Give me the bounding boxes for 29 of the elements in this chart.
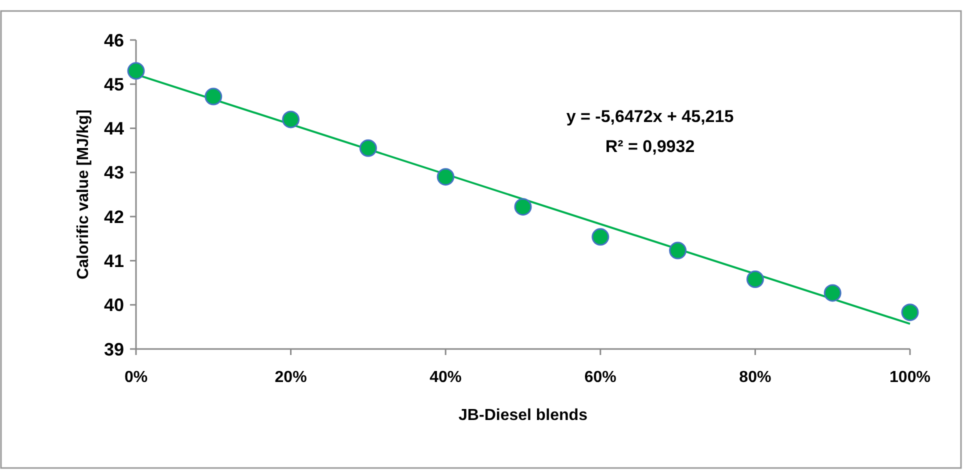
point xyxy=(669,242,687,260)
y-tick-label: 39 xyxy=(104,339,124,360)
x-tick-label: 60% xyxy=(584,369,616,386)
point xyxy=(127,62,145,80)
y-tick-label: 40 xyxy=(104,295,124,316)
point xyxy=(592,228,610,246)
point xyxy=(359,139,377,157)
point xyxy=(746,270,764,288)
x-tick-label: 20% xyxy=(274,369,307,386)
y-tick-label: 45 xyxy=(104,74,124,94)
point xyxy=(824,284,842,302)
x-tick-label: 0% xyxy=(124,369,148,386)
x-tick-label: 40% xyxy=(430,369,462,386)
y-tick-label: 44 xyxy=(104,118,124,139)
x-tick-label: 80% xyxy=(739,369,772,386)
y-tick-label: 41 xyxy=(104,251,124,272)
x-axis-title: JB-Diesel blends xyxy=(458,407,588,424)
annotation: R² = 0,9932 xyxy=(605,137,695,156)
point xyxy=(282,110,300,128)
x-tick-label: 100% xyxy=(890,369,930,386)
annotation: y = -5,6472x + 45,215 xyxy=(566,107,734,126)
point xyxy=(514,198,532,216)
point xyxy=(901,304,919,322)
point xyxy=(436,168,454,186)
y-axis-title: Calorific value [MJ/kg] xyxy=(75,110,92,280)
y-tick-label: 43 xyxy=(104,162,124,183)
point xyxy=(204,88,222,106)
y-tick-label: 46 xyxy=(104,30,124,50)
y-tick-label: 42 xyxy=(104,206,124,227)
